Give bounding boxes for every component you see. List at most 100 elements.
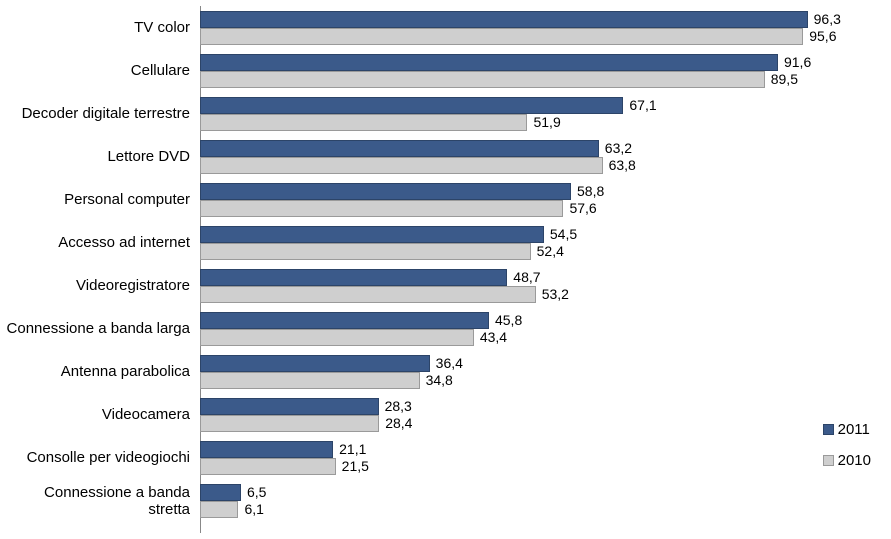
bar-2010 [200,286,536,303]
bar-row-2011: 48,7 [200,269,831,286]
category-label: Connessione a banda larga [0,307,198,350]
bar-2011 [200,398,379,415]
bar-2010 [200,501,238,518]
bar-2010 [200,157,603,174]
value-label-2011: 58,8 [577,183,604,199]
category-label: Connessione a banda stretta [0,479,198,522]
category-label: Personal computer [0,178,198,221]
bar-row-2010: 57,6 [200,200,831,217]
legend: 2011 2010 [823,421,871,469]
legend-item-2011: 2011 [823,421,871,438]
legend-label-2011: 2011 [838,421,870,438]
bar-row-2011: 91,6 [200,54,831,71]
category-label: Lettore DVD [0,135,198,178]
legend-swatch-2011 [823,424,834,435]
bar-row-2011: 63,2 [200,140,831,157]
bar-2011 [200,226,544,243]
bar-row-2010: 34,8 [200,372,831,389]
value-label-2011: 48,7 [513,269,540,285]
category-label: TV color [0,6,198,49]
category-label: Antenna parabolica [0,350,198,393]
bar-row-2011: 67,1 [200,97,831,114]
category-label: Accesso ad internet [0,221,198,264]
value-label-2010: 51,9 [533,114,560,130]
value-label-2010: 28,4 [385,415,412,431]
bar-row-2010: 95,6 [200,28,831,45]
bar-2011 [200,54,778,71]
legend-item-2010: 2010 [823,452,871,469]
bar-group: Connessione a banda stretta6,56,1 [200,479,831,522]
bar-2011 [200,484,241,501]
value-label-2011: 21,1 [339,441,366,457]
bar-2011 [200,140,599,157]
category-label: Consolle per videogiochi [0,436,198,479]
bar-2010 [200,415,379,432]
bar-row-2010: 21,5 [200,458,831,475]
bar-row-2011: 54,5 [200,226,831,243]
bar-row-2010: 89,5 [200,71,831,88]
value-label-2010: 43,4 [480,329,507,345]
value-label-2011: 28,3 [385,398,412,414]
bar-2010 [200,243,531,260]
bar-row-2011: 21,1 [200,441,831,458]
bar-2010 [200,71,765,88]
value-label-2010: 89,5 [771,71,798,87]
bar-group: Lettore DVD63,263,8 [200,135,831,178]
value-label-2010: 57,6 [569,200,596,216]
value-label-2010: 21,5 [342,458,369,474]
bar-row-2011: 6,5 [200,484,831,501]
value-label-2010: 53,2 [542,286,569,302]
value-label-2010: 34,8 [426,372,453,388]
bar-row-2010: 6,1 [200,501,831,518]
category-label: Videoregistratore [0,264,198,307]
bar-2011 [200,183,571,200]
bar-row-2010: 28,4 [200,415,831,432]
bar-2010 [200,114,527,131]
bar-2010 [200,458,336,475]
value-label-2011: 63,2 [605,140,632,156]
value-label-2011: 36,4 [436,355,463,371]
value-label-2011: 96,3 [814,11,841,27]
grouped-horizontal-bar-chart: TV color96,395,6Cellulare91,689,5Decoder… [0,0,891,539]
legend-swatch-2010 [823,455,834,466]
bar-2010 [200,200,563,217]
bar-2011 [200,355,430,372]
bar-group: TV color96,395,6 [200,6,831,49]
bar-row-2010: 43,4 [200,329,831,346]
bar-group: Personal computer58,857,6 [200,178,831,221]
bar-row-2011: 96,3 [200,11,831,28]
bar-row-2010: 51,9 [200,114,831,131]
bar-2010 [200,28,803,45]
value-label-2011: 45,8 [495,312,522,328]
bar-row-2011: 45,8 [200,312,831,329]
bar-2011 [200,269,507,286]
bar-group: Consolle per videogiochi21,121,5 [200,436,831,479]
bar-2011 [200,97,623,114]
bar-2011 [200,312,489,329]
category-label: Decoder digitale terrestre [0,92,198,135]
value-label-2010: 95,6 [809,28,836,44]
category-label: Videocamera [0,393,198,436]
value-label-2011: 91,6 [784,54,811,70]
value-label-2011: 6,5 [247,484,266,500]
bar-group: Accesso ad internet54,552,4 [200,221,831,264]
bar-group: Connessione a banda larga45,843,4 [200,307,831,350]
bar-row-2011: 58,8 [200,183,831,200]
bar-group: Antenna parabolica36,434,8 [200,350,831,393]
bar-group: Videoregistratore48,753,2 [200,264,831,307]
bar-2010 [200,329,474,346]
value-label-2010: 63,8 [609,157,636,173]
bar-2010 [200,372,420,389]
bar-row-2011: 28,3 [200,398,831,415]
bar-row-2010: 53,2 [200,286,831,303]
bar-2011 [200,441,333,458]
bar-group: Videocamera28,328,4 [200,393,831,436]
plot-area: TV color96,395,6Cellulare91,689,5Decoder… [200,6,831,533]
value-label-2011: 54,5 [550,226,577,242]
bar-row-2010: 63,8 [200,157,831,174]
value-label-2010: 52,4 [537,243,564,259]
category-label: Cellulare [0,49,198,92]
value-label-2010: 6,1 [244,501,263,517]
bar-group: Cellulare91,689,5 [200,49,831,92]
bar-group: Decoder digitale terrestre67,151,9 [200,92,831,135]
